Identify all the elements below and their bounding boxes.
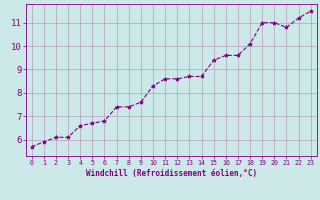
X-axis label: Windchill (Refroidissement éolien,°C): Windchill (Refroidissement éolien,°C): [86, 169, 257, 178]
